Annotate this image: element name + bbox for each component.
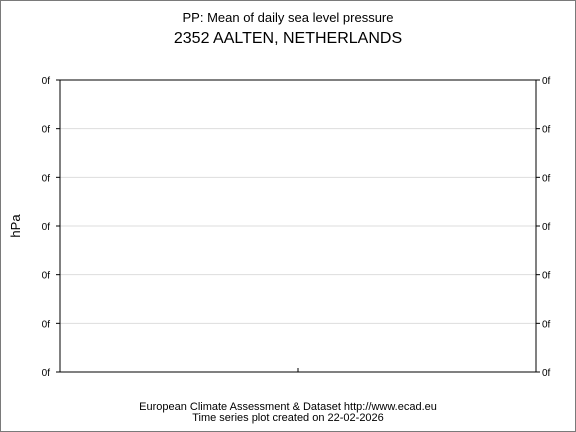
y-tick-label-left: 0f <box>42 173 51 184</box>
gridlines <box>60 128 536 324</box>
y-tick-label-left: 0f <box>42 319 51 330</box>
axis-ticks <box>56 79 540 373</box>
y-tick-label-left: 0f <box>42 222 51 233</box>
y-tick-label-right: 0f <box>542 271 551 282</box>
y-tick-label-left: 0f <box>42 76 51 87</box>
chart-subtitle: 2352 AALTEN, NETHERLANDS <box>174 30 402 47</box>
y-tick-label-left: 0f <box>42 368 51 379</box>
y-tick-label-left: 0f <box>42 125 51 136</box>
y-tick-label-right: 0f <box>542 319 551 330</box>
y-tick-label-left: 0f <box>42 271 51 282</box>
y-tick-labels-right: 0f 0f 0f 0f 0f 0f 0f <box>542 76 551 379</box>
footer-created: Time series plot created on 22-02-2026 <box>192 412 384 424</box>
footer-source: European Climate Assessment & Dataset ht… <box>139 401 437 413</box>
y-tick-label-right: 0f <box>542 368 551 379</box>
plot-area <box>59 79 537 373</box>
y-tick-label-right: 0f <box>542 125 551 136</box>
y-tick-label-right: 0f <box>542 76 551 87</box>
y-tick-label-right: 0f <box>542 222 551 233</box>
y-tick-label-right: 0f <box>542 173 551 184</box>
chart-title: PP: Mean of daily sea level pressure <box>183 10 394 25</box>
y-axis-label: hPa <box>8 214 23 238</box>
y-tick-labels-left: 0f 0f 0f 0f 0f 0f 0f <box>42 76 51 379</box>
